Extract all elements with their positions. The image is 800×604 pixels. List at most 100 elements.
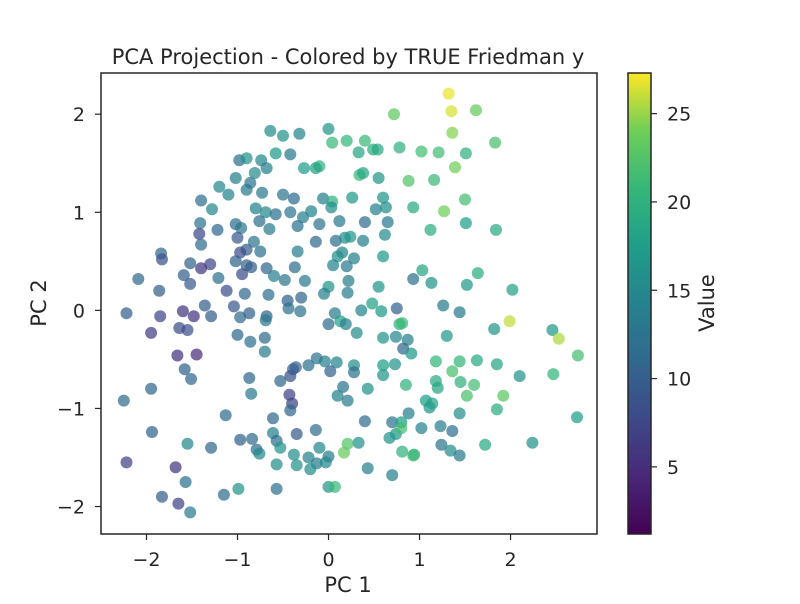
scatter-point-227 [358,415,371,428]
scatter-point-190 [324,365,337,378]
scatter-point-200 [274,375,287,387]
scatter-point-151 [322,318,335,331]
scatter-point-173 [258,345,271,358]
scatter-point-147 [154,310,167,323]
scatter-point-67 [253,215,266,228]
scatter-point-261 [453,449,466,462]
scatter-point-243 [181,437,194,450]
scatter-point-195 [490,358,503,371]
scatter-point-274 [270,482,283,495]
scatter-point-8 [322,122,335,135]
scatter-point-57 [269,208,282,221]
scatter-point-65 [235,222,248,234]
scatter-point-107 [416,264,429,277]
scatter-point-178 [330,356,343,369]
scatter-point-112 [212,272,225,284]
x-tick-label: −1 [224,549,252,571]
scatter-point-255 [253,447,266,460]
scatter-point-13 [393,141,406,154]
scatter-point-21 [284,148,297,161]
scatter-point-237 [309,424,322,436]
scatter-point-153 [339,318,352,331]
scatter-point-50 [369,203,382,216]
scatter-point-278 [217,488,230,501]
scatter-point-210 [245,387,258,400]
scatter-point-102 [245,261,258,274]
scatter-point-148 [187,310,200,323]
scatter-point-14 [415,145,428,158]
scatter-point-4 [446,126,459,139]
scatter-point-6 [264,124,277,137]
scatter-point-47 [346,191,359,204]
y-tick-label: 0 [73,300,85,322]
scatter-point-164 [377,331,390,344]
scatter-point-212 [331,389,344,402]
scatter-point-223 [402,407,415,420]
scatter-point-9 [340,134,353,147]
scatter-point-34 [402,174,415,187]
scatter-point-98 [184,257,197,270]
scatter-point-12 [371,143,384,156]
scatter-point-172 [190,348,203,361]
scatter-point-130 [366,297,379,310]
colorbar-tick-label: 20 [667,192,691,214]
scatter-point-160 [231,328,244,341]
y-axis-ticks: −2 −1 0 1 2 [57,104,101,519]
scatter-point-22 [269,147,282,160]
scatter-point-276 [328,480,341,493]
scatter-point-27 [248,167,261,179]
scatter-point-206 [145,382,158,395]
chart-title: PCA Projection - Colored by TRUE Friedma… [112,45,585,69]
scatter-point-53 [438,205,451,218]
scatter-point-118 [372,280,385,293]
scatter-point-56 [259,206,272,219]
scatter-point-61 [325,201,338,214]
scatter-point-184 [453,355,466,368]
scatter-point-171 [171,349,184,362]
scatter-point-60 [305,205,318,218]
scatter-point-142 [355,304,368,317]
scatter-point-72 [358,216,371,229]
scatter-point-146 [453,306,466,319]
scatter-point-51 [379,201,392,214]
scatter-point-207 [361,382,374,395]
scatter-point-33 [372,172,385,184]
scatter-point-201 [337,380,350,393]
scatter-point-77 [490,223,502,236]
scatter-point-246 [313,441,326,454]
scatter-point-44 [277,188,289,201]
scatter-point-83 [329,234,342,247]
scatter-point-165 [389,330,402,343]
scatter-point-236 [290,428,303,440]
scatter-point-259 [396,445,409,458]
points-layer [117,87,584,519]
scatter-point-215 [460,389,473,402]
scatter-point-209 [497,389,510,402]
scatter-point-175 [302,359,315,372]
colorbar-tick-label: 10 [667,369,691,391]
scatter-point-272 [179,476,192,488]
scatter-point-10 [358,134,371,147]
scatter-point-273 [232,482,245,495]
scatter-point-131 [506,283,519,296]
scatter-point-140 [294,305,307,318]
scatter-point-183 [429,355,442,368]
scatter-point-194 [446,365,459,378]
x-tick-label: −2 [132,549,160,571]
scatter-point-3 [470,104,482,117]
scatter-point-269 [169,461,182,474]
scatter-point-117 [342,274,355,287]
y-tick-label: 2 [73,104,85,126]
scatter-point-28 [298,162,310,175]
scatter-point-70 [313,218,326,231]
scatter-point-89 [291,245,304,258]
scatter-point-251 [444,444,457,457]
scatter-point-100 [195,262,208,275]
scatter-point-199 [243,372,256,384]
scatter-point-122 [153,284,166,297]
scatter-point-222 [284,404,297,417]
scatter-point-73 [381,216,394,229]
scatter-point-74 [378,228,391,241]
scatter-point-156 [503,315,516,328]
